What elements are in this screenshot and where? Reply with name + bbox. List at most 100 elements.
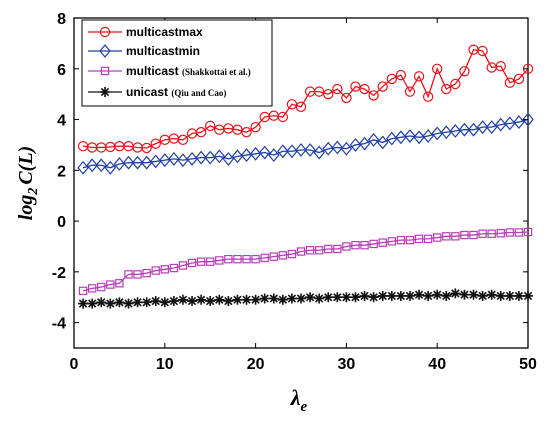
data-point-multicastmax [495, 61, 506, 72]
y-axis-label: log2 C(L) [15, 146, 41, 220]
data-point-multicast [360, 240, 369, 250]
data-point-multicastmax [277, 111, 289, 123]
data-point-multicast [142, 268, 151, 278]
data-point-unicast [141, 297, 152, 308]
data-point-multicast [269, 252, 278, 261]
series-line-multicast [82, 231, 529, 292]
data-point-multicastmin [86, 158, 98, 173]
data-point-multicast [351, 240, 360, 250]
data-point-multicast [278, 251, 288, 260]
y-tick-label: 4 [57, 113, 66, 130]
data-point-multicastmax [241, 127, 252, 138]
legend-label-unicast: unicast (Qiu and Cao) [126, 85, 226, 99]
data-point-multicastmin [404, 129, 416, 143]
legend-entry-unicast: unicast (Qiu and Cao) [88, 85, 226, 99]
data-point-unicast-stroke [159, 297, 170, 308]
data-point-multicast [160, 265, 169, 274]
data-point-multicastmin [231, 149, 244, 164]
legend-name-multicast: multicast [126, 64, 179, 78]
data-point-unicast-stroke [168, 296, 179, 307]
data-point-multicastmin [413, 130, 425, 145]
data-point-unicast-stroke [141, 297, 152, 308]
data-point-multicastmax [432, 63, 443, 74]
legend-label-multicast: multicast (Shakkottai et al.) [126, 64, 251, 78]
data-point-multicastmin [422, 129, 434, 143]
data-point-multicast [451, 232, 460, 241]
data-point-multicast [442, 232, 451, 241]
data-point-multicast [487, 229, 496, 238]
data-point-unicast [232, 294, 243, 305]
legend-name-multicastmax: multicastmax [126, 25, 203, 39]
data-point-multicast [78, 286, 88, 296]
data-point-unicast [395, 290, 406, 301]
data-point-multicastmin [249, 146, 262, 161]
data-point-unicast-stroke [268, 293, 279, 304]
data-point-multicastmin [95, 158, 108, 173]
data-point-multicast [314, 246, 324, 255]
data-point-unicast-stroke [96, 297, 107, 308]
series-multicastmin [77, 112, 534, 175]
data-point-multicast [196, 257, 206, 266]
data-point-unicast-stroke [132, 297, 143, 308]
data-point-unicast [341, 292, 352, 303]
data-point-multicastmax [195, 127, 207, 138]
legend-marker-shape-unicast [100, 87, 110, 97]
data-point-multicast [106, 280, 115, 289]
data-point-multicastmax [323, 88, 334, 100]
data-point-unicast-stroke [277, 294, 288, 305]
data-point-multicast [396, 235, 406, 245]
data-point-unicast [332, 292, 343, 303]
data-point-unicast [87, 298, 98, 309]
data-point-unicast [314, 293, 325, 304]
data-point-multicastmax [513, 73, 525, 85]
data-point-unicast [187, 296, 198, 307]
data-point-unicast-stroke [513, 290, 524, 301]
data-point-unicast [214, 294, 225, 305]
data-point-multicastmin [467, 122, 480, 137]
data-point-unicast-stroke [368, 292, 379, 303]
x-tick-label: 10 [156, 356, 174, 373]
data-point-multicast [460, 230, 469, 240]
data-point-unicast [414, 289, 425, 300]
data-point-multicast [414, 234, 424, 244]
data-point-multicastmin [331, 140, 344, 155]
data-point-unicast [377, 290, 388, 301]
legend-note-multicast: (Shakkottai et al.) [182, 67, 251, 77]
data-point-unicast [504, 290, 515, 301]
data-point-multicastmin [376, 135, 389, 150]
y-tick-label: 0 [57, 214, 66, 231]
data-point-multicast [433, 233, 442, 242]
data-point-multicastmin [186, 151, 198, 166]
data-point-unicast-stroke [223, 296, 234, 307]
series-unicast [78, 288, 533, 309]
data-point-multicast [87, 284, 97, 293]
data-point-unicast [223, 296, 234, 307]
data-point-multicastmin [513, 115, 525, 130]
data-point-multicastmin [440, 125, 453, 140]
x-tick-label: 30 [338, 356, 356, 373]
data-point-unicast-stroke [150, 296, 161, 307]
data-point-multicast [505, 228, 515, 237]
data-point-multicastmin [213, 149, 226, 164]
data-point-multicastmin [449, 124, 462, 138]
data-point-unicast [513, 290, 524, 301]
data-point-unicast-stroke [377, 290, 388, 301]
x-axis-label-sub: e [301, 399, 308, 415]
data-point-multicast [133, 270, 142, 279]
data-point-multicastmin [122, 155, 135, 170]
series-multicast [78, 227, 533, 296]
data-point-multicast [469, 230, 478, 240]
data-point-multicastmax [332, 83, 343, 95]
data-point-multicastmin [177, 153, 189, 168]
data-point-unicast-stroke [232, 294, 243, 305]
data-point-unicast [495, 290, 506, 301]
data-point-multicastmin [131, 155, 144, 170]
data-point-unicast-stroke [504, 290, 515, 301]
legend: multicastmax multicastmin multicast (Sha… [81, 19, 273, 107]
legend-name-unicast: unicast [126, 85, 168, 99]
data-point-multicastmin [140, 155, 153, 170]
legend-note-unicast: (Qiu and Cao) [171, 88, 226, 98]
data-point-multicastmin [494, 117, 507, 132]
data-point-unicast [404, 290, 415, 301]
data-point-unicast-stroke [78, 298, 89, 309]
